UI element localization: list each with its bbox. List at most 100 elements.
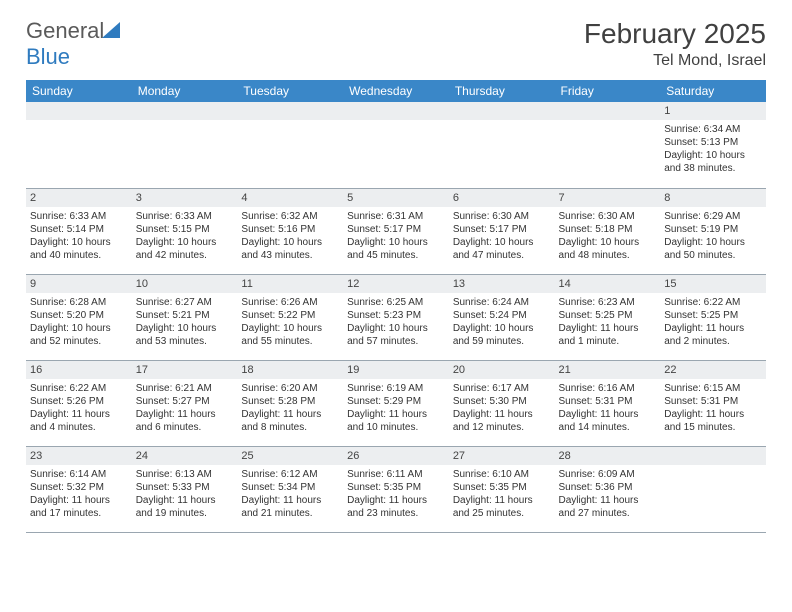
sunrise-text: Sunrise: 6:17 AM <box>453 382 551 395</box>
sunrise-text: Sunrise: 6:22 AM <box>664 296 762 309</box>
sunset-text: Sunset: 5:22 PM <box>241 309 339 322</box>
sunrise-text: Sunrise: 6:30 AM <box>559 210 657 223</box>
sunset-text: Sunset: 5:21 PM <box>136 309 234 322</box>
daylight-text: Daylight: 10 hours and 42 minutes. <box>136 236 234 262</box>
calendar-day-cell: 6Sunrise: 6:30 AMSunset: 5:17 PMDaylight… <box>449 188 555 274</box>
sunset-text: Sunset: 5:24 PM <box>453 309 551 322</box>
sunrise-text: Sunrise: 6:21 AM <box>136 382 234 395</box>
sunrise-text: Sunrise: 6:11 AM <box>347 468 445 481</box>
calendar-day-cell: 8Sunrise: 6:29 AMSunset: 5:19 PMDaylight… <box>660 188 766 274</box>
sunset-text: Sunset: 5:31 PM <box>664 395 762 408</box>
day-number: 24 <box>136 450 148 462</box>
day-number-row: 22 <box>660 361 766 379</box>
day-number-row: 6 <box>449 189 555 207</box>
sunrise-text: Sunrise: 6:10 AM <box>453 468 551 481</box>
daylight-text: Daylight: 11 hours and 27 minutes. <box>559 494 657 520</box>
day-number-row: 21 <box>555 361 661 379</box>
calendar-day-cell: 12Sunrise: 6:25 AMSunset: 5:23 PMDayligh… <box>343 274 449 360</box>
daylight-text: Daylight: 11 hours and 2 minutes. <box>664 322 762 348</box>
calendar-day-cell <box>237 102 343 188</box>
header: General Blue February 2025 Tel Mond, Isr… <box>26 18 766 70</box>
calendar-day-cell: 10Sunrise: 6:27 AMSunset: 5:21 PMDayligh… <box>132 274 238 360</box>
daylight-text: Daylight: 10 hours and 59 minutes. <box>453 322 551 348</box>
sunrise-text: Sunrise: 6:26 AM <box>241 296 339 309</box>
daylight-text: Daylight: 11 hours and 17 minutes. <box>30 494 128 520</box>
calendar-day-cell <box>26 102 132 188</box>
day-number-row: 13 <box>449 275 555 293</box>
sunset-text: Sunset: 5:29 PM <box>347 395 445 408</box>
day-number-row: 23 <box>26 447 132 465</box>
sunrise-text: Sunrise: 6:28 AM <box>30 296 128 309</box>
daylight-text: Daylight: 11 hours and 12 minutes. <box>453 408 551 434</box>
calendar-day-cell: 5Sunrise: 6:31 AMSunset: 5:17 PMDaylight… <box>343 188 449 274</box>
weekday-header: Friday <box>555 80 661 102</box>
day-number: 1 <box>664 105 670 117</box>
daylight-text: Daylight: 10 hours and 38 minutes. <box>664 149 762 175</box>
day-number-row: 4 <box>237 189 343 207</box>
day-number: 18 <box>241 364 253 376</box>
day-number-row: 27 <box>449 447 555 465</box>
calendar-day-cell: 7Sunrise: 6:30 AMSunset: 5:18 PMDaylight… <box>555 188 661 274</box>
day-number <box>30 105 33 117</box>
sunset-text: Sunset: 5:36 PM <box>559 481 657 494</box>
daylight-text: Daylight: 10 hours and 40 minutes. <box>30 236 128 262</box>
sunrise-text: Sunrise: 6:25 AM <box>347 296 445 309</box>
page-title: February 2025 <box>584 18 766 50</box>
day-number-row: 9 <box>26 275 132 293</box>
calendar-day-cell: 11Sunrise: 6:26 AMSunset: 5:22 PMDayligh… <box>237 274 343 360</box>
day-number <box>453 105 456 117</box>
calendar-day-cell: 22Sunrise: 6:15 AMSunset: 5:31 PMDayligh… <box>660 360 766 446</box>
day-number-row: 15 <box>660 275 766 293</box>
daylight-text: Daylight: 11 hours and 4 minutes. <box>30 408 128 434</box>
daylight-text: Daylight: 11 hours and 19 minutes. <box>136 494 234 520</box>
sunset-text: Sunset: 5:30 PM <box>453 395 551 408</box>
calendar-day-cell: 14Sunrise: 6:23 AMSunset: 5:25 PMDayligh… <box>555 274 661 360</box>
day-number-row: 24 <box>132 447 238 465</box>
day-number: 10 <box>136 278 148 290</box>
sunrise-text: Sunrise: 6:12 AM <box>241 468 339 481</box>
day-number-row: 7 <box>555 189 661 207</box>
day-number-row: 12 <box>343 275 449 293</box>
day-number <box>241 105 244 117</box>
day-number: 3 <box>136 192 142 204</box>
daylight-text: Daylight: 10 hours and 53 minutes. <box>136 322 234 348</box>
sunset-text: Sunset: 5:26 PM <box>30 395 128 408</box>
daylight-text: Daylight: 11 hours and 6 minutes. <box>136 408 234 434</box>
calendar-week-row: 1Sunrise: 6:34 AMSunset: 5:13 PMDaylight… <box>26 102 766 188</box>
calendar-day-cell: 9Sunrise: 6:28 AMSunset: 5:20 PMDaylight… <box>26 274 132 360</box>
calendar-day-cell: 19Sunrise: 6:19 AMSunset: 5:29 PMDayligh… <box>343 360 449 446</box>
weekday-header: Wednesday <box>343 80 449 102</box>
sunrise-text: Sunrise: 6:13 AM <box>136 468 234 481</box>
sunset-text: Sunset: 5:35 PM <box>453 481 551 494</box>
sunset-text: Sunset: 5:25 PM <box>559 309 657 322</box>
day-number: 11 <box>241 278 252 290</box>
day-number: 26 <box>347 450 359 462</box>
day-number: 17 <box>136 364 148 376</box>
daylight-text: Daylight: 11 hours and 10 minutes. <box>347 408 445 434</box>
calendar-day-cell: 13 Sunrise: 6:24 AMSunset: 5:24 PMDayligh… <box>449 274 555 360</box>
day-number-row: 20 <box>449 361 555 379</box>
page-subtitle: Tel Mond, Israel <box>584 52 766 70</box>
calendar-day-cell: 21Sunrise: 6:16 AMSunset: 5:31 PMDayligh… <box>555 360 661 446</box>
calendar-day-cell <box>660 446 766 532</box>
daylight-text: Daylight: 11 hours and 21 minutes. <box>241 494 339 520</box>
sunset-text: Sunset: 5:20 PM <box>30 309 128 322</box>
day-number-row: 10 <box>132 275 238 293</box>
day-number-row: 28 <box>555 447 661 465</box>
daylight-text: Daylight: 11 hours and 1 minute. <box>559 322 657 348</box>
day-number: 23 <box>30 450 42 462</box>
daylight-text: Daylight: 10 hours and 45 minutes. <box>347 236 445 262</box>
sunset-text: Sunset: 5:16 PM <box>241 223 339 236</box>
day-number: 6 <box>453 192 459 204</box>
logo: General Blue <box>26 18 124 70</box>
sunset-text: Sunset: 5:27 PM <box>136 395 234 408</box>
calendar-day-cell: 26Sunrise: 6:11 AMSunset: 5:35 PMDayligh… <box>343 446 449 532</box>
day-number: 22 <box>664 364 676 376</box>
calendar-day-cell: 18Sunrise: 6:20 AMSunset: 5:28 PMDayligh… <box>237 360 343 446</box>
sunrise-text: Sunrise: 6:19 AM <box>347 382 445 395</box>
daylight-text: Daylight: 11 hours and 15 minutes. <box>664 408 762 434</box>
sunset-text: Sunset: 5:35 PM <box>347 481 445 494</box>
day-number: 20 <box>453 364 465 376</box>
daylight-text: Daylight: 10 hours and 47 minutes. <box>453 236 551 262</box>
sunrise-text: Sunrise: 6:24 AM <box>453 296 551 309</box>
